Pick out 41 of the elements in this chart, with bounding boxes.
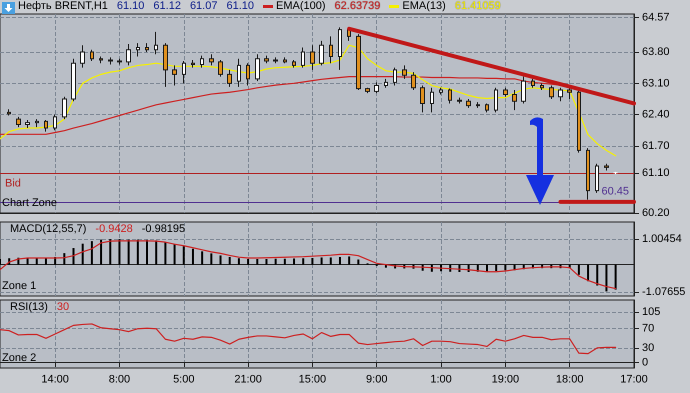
x-tick-label: 17:00 — [620, 374, 648, 386]
chart-title: RSI(13) — [10, 301, 48, 313]
y-tick-label: 0 — [642, 356, 648, 368]
y-tick-label: 63.80 — [642, 46, 670, 58]
annotation: -0.98195 — [142, 223, 186, 235]
x-tick-label: 21:00 — [234, 374, 262, 386]
y-tick-label: 61.10 — [642, 166, 670, 179]
y-tick-label: 60.20 — [642, 207, 670, 219]
legend-label: EMA(100) — [276, 0, 326, 12]
y-tick-label: 61.70 — [642, 140, 670, 152]
x-tick-label: 8:00 — [108, 374, 130, 386]
text: 61.12 — [153, 0, 181, 12]
y-tick-label: 70 — [642, 322, 654, 335]
x-tick-label: 9:00 — [366, 374, 388, 386]
y-tick-label: 105 — [642, 306, 660, 318]
text: 61.10 — [116, 0, 144, 12]
text: 61.41059 — [454, 0, 501, 12]
x-tick-label: 14:00 — [41, 374, 69, 386]
y-tick-label: 63.10 — [642, 77, 670, 90]
ref-line-label: Bid — [5, 177, 21, 190]
y-tick-label: 30 — [642, 342, 654, 354]
ref-line-label: 60.45 — [601, 185, 629, 198]
text: 61.07 — [190, 0, 218, 12]
y-tick-label: -1.07655 — [642, 286, 686, 298]
y-tick-label: 1.00454 — [642, 232, 682, 245]
x-tick-label: 5:00 — [173, 374, 194, 386]
x-tick-label: 1:00 — [430, 374, 452, 386]
y-tick-label: 64.57 — [642, 12, 670, 24]
annotation: Zone 2 — [2, 352, 36, 364]
annotation: 30 — [56, 301, 70, 313]
chart-title: MACD(12,55,7) — [10, 223, 86, 235]
x-tick-label: 18:00 — [556, 374, 584, 386]
x-tick-label: 15:00 — [298, 374, 326, 386]
text: 61.10 — [226, 0, 254, 12]
legend-label: EMA(13) — [402, 0, 446, 12]
annotation: Zone 1 — [2, 280, 36, 292]
x-tick-label: 19:00 — [492, 374, 520, 386]
y-tick-label: 62.40 — [642, 108, 670, 121]
chart-title: Нефть BRENT,H1 — [18, 0, 108, 12]
annotation: -0.9428 — [95, 223, 133, 235]
text: 62.63739 — [334, 0, 380, 12]
